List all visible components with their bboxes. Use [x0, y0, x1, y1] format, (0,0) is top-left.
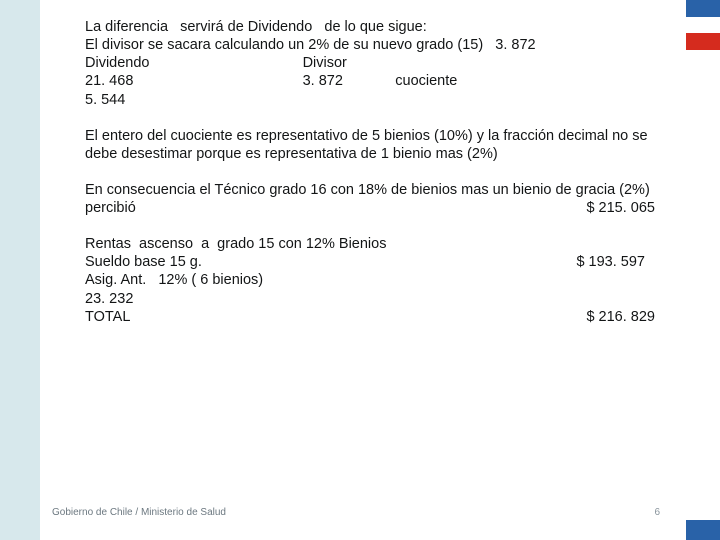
p4-line1: Rentas ascenso a grado 15 con 12% Bienio… [85, 235, 655, 253]
flag-top [686, 0, 720, 50]
page-number: 6 [654, 507, 660, 518]
p4-l5-left: TOTAL [85, 308, 130, 326]
p1-line5: 5. 544 [85, 91, 655, 109]
p4-l5-right: $ 216. 829 [586, 308, 655, 326]
p1-line4: 21. 468 3. 872 cuociente [85, 72, 655, 90]
flag-blue [686, 0, 720, 17]
p4-line5: TOTAL $ 216. 829 [85, 308, 645, 326]
paragraph-3: En consecuencia el Técnico grado 16 con … [85, 181, 655, 217]
flag-red [686, 33, 720, 50]
p4-line2: Sueldo base 15 g. $ 193. 597 [85, 253, 645, 271]
p4-l2-left: Sueldo base 15 g. [85, 253, 202, 271]
slide-body: La diferencia servirá de Dividendo de lo… [85, 18, 655, 344]
paragraph-4: Rentas ascenso a grado 15 con 12% Bienio… [85, 235, 655, 326]
p1-line1: La diferencia servirá de Dividendo de lo… [85, 18, 655, 36]
p4-line3: Asig. Ant. 12% ( 6 bienios) [85, 271, 655, 289]
paragraph-2: El entero del cuociente es representativ… [85, 127, 655, 163]
p3-amount: $ 215. 065 [586, 199, 655, 217]
flag-bottom [686, 520, 720, 540]
flag-white [686, 17, 720, 33]
p1-line2: El divisor se sacara calculando un 2% de… [85, 36, 655, 54]
flag-blue-b [686, 520, 720, 540]
footer-text: Gobierno de Chile / Ministerio de Salud [52, 507, 226, 518]
left-accent-bar [0, 0, 40, 540]
p4-l2-right: $ 193. 597 [576, 253, 645, 271]
paragraph-1: La diferencia servirá de Dividendo de lo… [85, 18, 655, 109]
p4-line4: 23. 232 [85, 290, 655, 308]
p1-line3: Dividendo Divisor [85, 54, 655, 72]
p3-text: En consecuencia el Técnico grado 16 con … [85, 182, 650, 216]
